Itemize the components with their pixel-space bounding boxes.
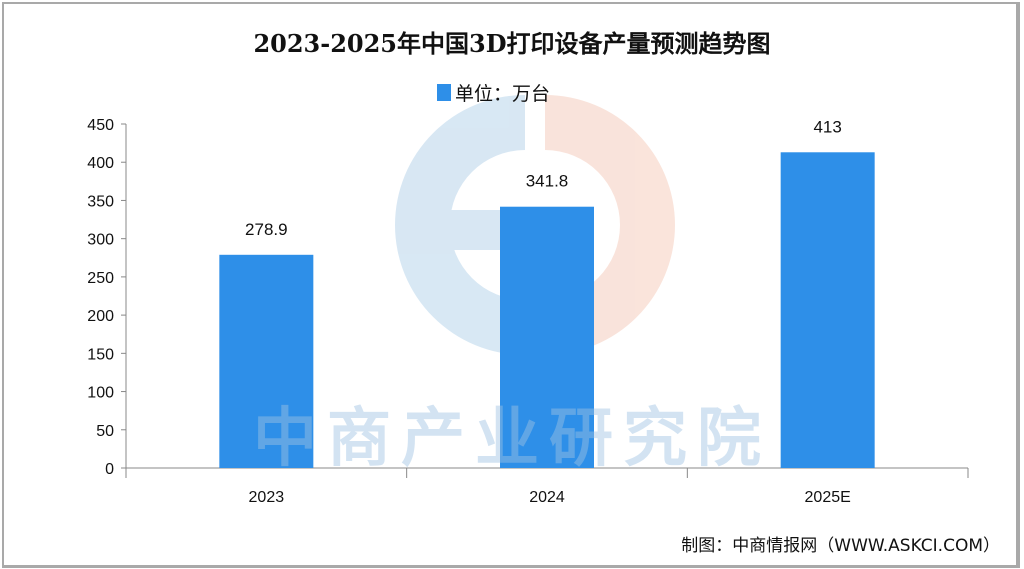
bar-2023 (219, 254, 314, 468)
legend-swatch (437, 84, 451, 101)
source-note: 制图：中商情报网（WWW.ASKCI.COM） (681, 536, 1000, 556)
y-tick-label: 400 (87, 155, 114, 172)
y-tick-label: 200 (87, 308, 114, 325)
y-tick-label: 150 (87, 346, 114, 363)
y-tick-label: 0 (105, 461, 114, 478)
bars: 278.9 341.8 413 (219, 117, 875, 469)
y-tick-label: 350 (87, 193, 114, 210)
watermark-text: 中商产业研究院 (253, 402, 771, 476)
y-tick-label: 250 (87, 270, 114, 287)
x-tick-label: 2023 (249, 489, 285, 506)
chart-title: 2023-2025年中国3D打印设备产量预测趋势图 (253, 29, 770, 58)
bar-2024 (500, 206, 594, 468)
x-tick-label: 2025E (805, 489, 851, 506)
data-label-2025E: 413 (813, 117, 841, 136)
data-label-2023: 278.9 (245, 220, 288, 239)
x-tick-label: 2024 (529, 489, 565, 506)
y-axis: 0 50 100 150 200 250 300 350 400 450 (87, 117, 127, 478)
y-tick-label: 50 (96, 423, 114, 440)
data-label-2024: 341.8 (526, 172, 569, 191)
y-tick-label: 300 (87, 232, 114, 249)
y-tick-label: 450 (87, 117, 114, 134)
y-tick-label: 100 (87, 385, 114, 402)
bar-2025E (780, 152, 875, 469)
legend-label: 单位：万台 (455, 83, 550, 105)
